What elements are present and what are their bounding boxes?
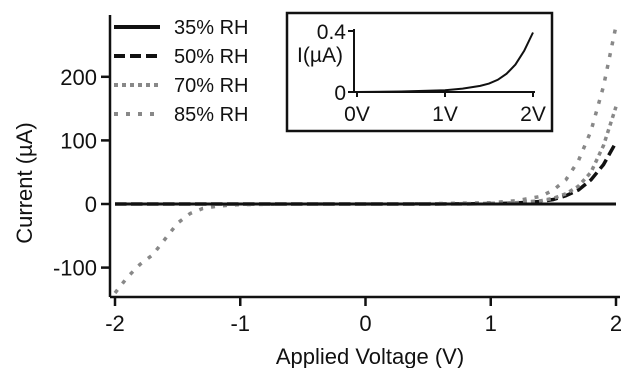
x-tick-label: 0 [359, 311, 371, 336]
y-tick-label: 200 [60, 65, 97, 90]
legend-label-50rh: 50% RH [174, 46, 248, 68]
legend: 35% RH 50% RH 70% RH 85% RH [114, 17, 248, 126]
inset-chart: 0 0.4 0V 1V 2V I(µA) [285, 11, 554, 133]
inset-y-tick-label: 0 [334, 82, 346, 105]
x-tick-label: -2 [105, 311, 125, 336]
main-plot: -100 0 100 200 -2 -1 0 1 2 Applied Voltage (V) C… [12, 15, 622, 368]
x-axis-title: Applied Voltage (V) [276, 344, 464, 368]
legend-label-70rh: 70% RH [174, 75, 248, 97]
y-tick-label: 0 [85, 192, 97, 217]
x-tick-label: 1 [485, 311, 497, 336]
inset-series-line [356, 32, 534, 93]
inset-x-tick-label: 2V [520, 103, 546, 126]
x-tick-label: -1 [230, 311, 250, 336]
inset-y-tick-label: 0.4 [317, 21, 347, 44]
inset-x-tick-label: 0V [344, 103, 370, 126]
inset-ticks-group: 0 0.4 0V 1V 2V [317, 21, 546, 126]
inset-x-tick-label: 1V [432, 103, 458, 126]
x-tick-label: 2 [610, 311, 622, 336]
y-tick-label: -100 [53, 256, 97, 281]
main-ticks-group: -100 0 100 200 -2 -1 0 1 2 [53, 65, 622, 336]
inset-y-axis-title: I(µA) [297, 44, 343, 67]
y-tick-label: 100 [60, 128, 97, 153]
legend-label-35rh: 35% RH [174, 17, 248, 39]
inset-series-group [356, 32, 534, 93]
series-line-50rh [115, 141, 618, 206]
legend-label-85rh: 85% RH [174, 104, 248, 126]
main-series-group [113, 25, 618, 295]
y-axis-title: Current (µA) [12, 122, 37, 243]
